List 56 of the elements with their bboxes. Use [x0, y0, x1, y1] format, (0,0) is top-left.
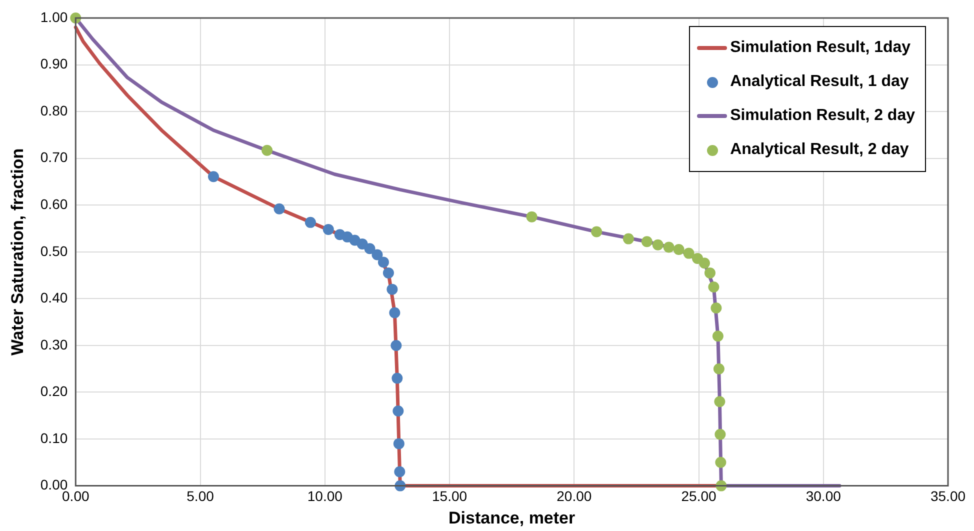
y-tick-label: 0.90	[40, 56, 68, 72]
y-tick-label: 0.60	[40, 196, 68, 212]
point	[208, 171, 219, 182]
point	[714, 428, 726, 440]
point	[394, 466, 406, 478]
point	[274, 203, 285, 214]
point	[622, 233, 634, 244]
y-axis-title: Water Saturation, fraction	[8, 148, 27, 356]
point	[392, 372, 403, 384]
y-tick-label: 1.00	[40, 8, 68, 25]
legend-label: Analytical Result, 2 day	[730, 141, 909, 159]
point	[673, 244, 684, 256]
legend-label: Analytical Result, 1 day	[730, 73, 909, 91]
point	[389, 307, 400, 318]
point	[386, 284, 398, 295]
x-tick-label: 35.00	[930, 488, 966, 504]
point	[372, 249, 383, 260]
x-tick-label: 5.00	[186, 488, 214, 504]
point	[322, 224, 334, 235]
x-tick-label: 25.00	[681, 488, 716, 504]
y-tick-label: 0.40	[40, 290, 68, 306]
point	[262, 144, 273, 156]
point	[704, 267, 716, 278]
point	[382, 267, 394, 278]
point	[591, 226, 602, 238]
x-tick-label: 30.00	[806, 488, 842, 504]
point	[708, 281, 720, 292]
x-tick-label: 15.00	[432, 488, 468, 504]
point	[641, 236, 652, 248]
point	[390, 340, 402, 351]
point	[393, 438, 404, 450]
point	[364, 243, 376, 254]
point	[713, 363, 724, 374]
legend-label: Simulation Result, 1day	[730, 39, 911, 57]
y-tick-label: 0.20	[40, 383, 68, 400]
y-tick-label: 0.50	[40, 242, 68, 259]
point	[683, 248, 694, 259]
point	[710, 302, 722, 314]
y-tick-label: 0.30	[40, 336, 68, 352]
x-tick-label: 10.00	[307, 488, 343, 504]
point	[663, 242, 674, 253]
point	[378, 256, 389, 268]
x-tick-label: 20.00	[556, 488, 592, 504]
point	[392, 405, 404, 416]
point	[715, 456, 726, 468]
point	[698, 258, 710, 269]
point	[712, 330, 724, 342]
point	[526, 211, 538, 222]
legend-label: Simulation Result, 2 day	[730, 107, 915, 125]
y-tick-label: 0.80	[40, 102, 68, 118]
y-tick-label: 0.10	[40, 430, 68, 446]
point	[714, 396, 726, 408]
point	[304, 216, 316, 228]
point	[652, 239, 664, 250]
y-tick-label: 0.70	[40, 149, 68, 166]
x-axis-title: Distance, meter	[448, 508, 576, 528]
